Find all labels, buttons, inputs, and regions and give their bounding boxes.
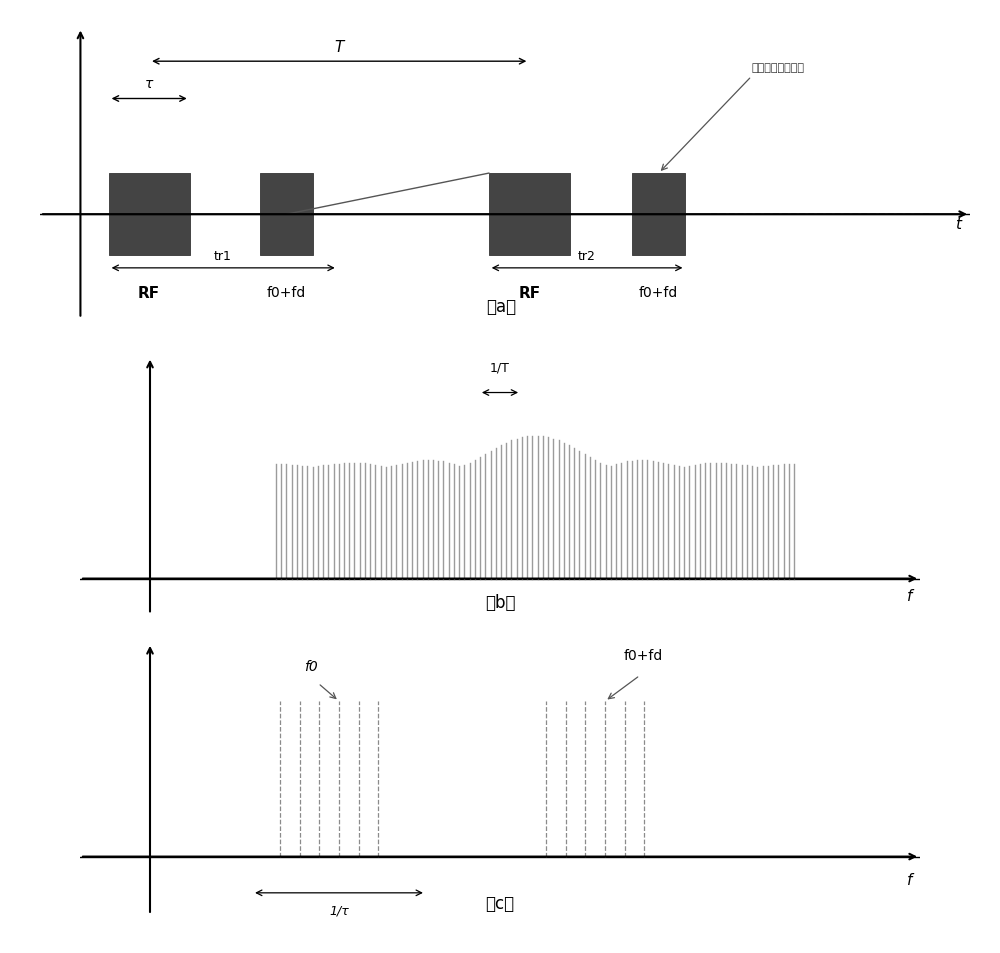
Text: f: f [907, 872, 912, 887]
Text: 初始相位发生改变: 初始相位发生改变 [752, 63, 805, 73]
Bar [260, 174, 313, 256]
Text: （b）: （b） [485, 594, 515, 612]
Bar [632, 174, 685, 256]
Text: （c）: （c） [485, 894, 515, 912]
Text: 1/T: 1/T [490, 361, 510, 375]
Text: f0+fd: f0+fd [624, 649, 663, 662]
Text: f0+fd: f0+fd [639, 286, 678, 299]
Text: f: f [907, 589, 912, 603]
Bar [109, 174, 190, 256]
Bar [489, 174, 570, 256]
Text: τ: τ [145, 76, 153, 91]
Text: f0: f0 [304, 659, 318, 673]
Text: RF: RF [518, 286, 540, 301]
Text: T: T [335, 40, 344, 54]
Text: tr1: tr1 [214, 250, 232, 263]
Text: （a）: （a） [486, 297, 516, 315]
Text: t: t [955, 216, 961, 232]
Text: f0+fd: f0+fd [267, 286, 306, 299]
Text: 1/τ: 1/τ [329, 903, 349, 916]
Text: RF: RF [138, 286, 160, 301]
Text: tr2: tr2 [578, 250, 596, 263]
